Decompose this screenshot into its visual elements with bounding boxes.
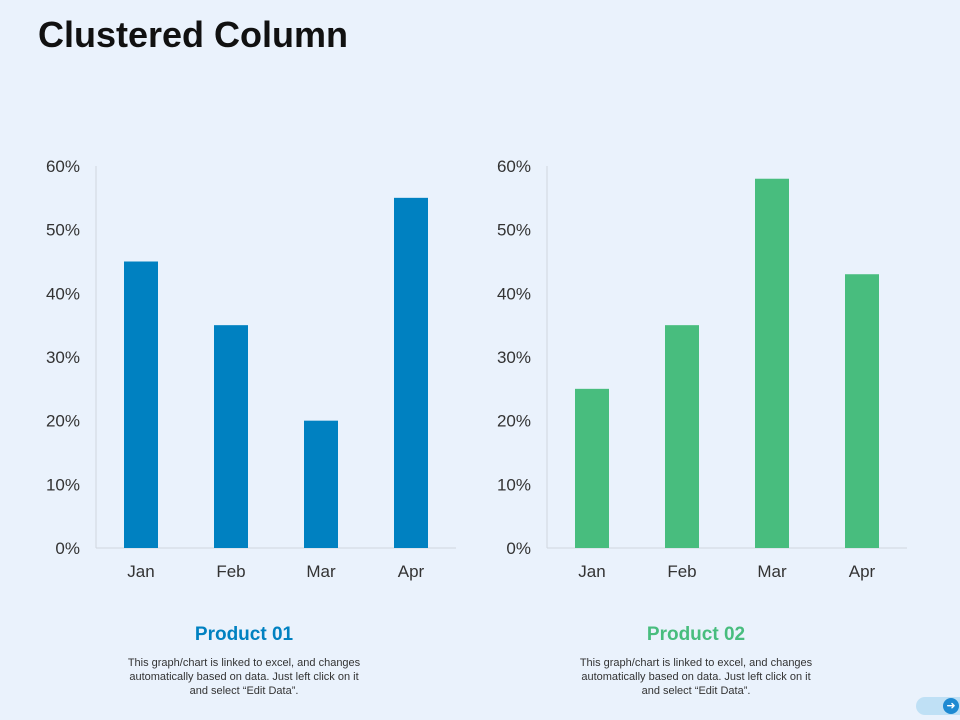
y-tick-label: 20% — [497, 412, 531, 431]
chart-product-01: 0% 10% 20% 30% 40% 50% 60% Jan Feb Mar Apr — [46, 157, 456, 581]
chart-product-02: 0% 10% 20% 30% 40% 50% 60% Jan Feb Mar Apr — [497, 157, 907, 581]
bar-feb[interactable] — [214, 325, 248, 548]
bar-apr[interactable] — [394, 197, 428, 549]
x-tick-label-feb: Feb — [667, 562, 696, 581]
y-tick-label: 0% — [506, 539, 531, 558]
product-01-description: This graph/chart is linked to excel, and… — [127, 657, 361, 697]
bar-mar[interactable] — [304, 420, 338, 548]
y-tick-label: 50% — [46, 221, 80, 240]
y-tick-label: 40% — [46, 284, 80, 303]
y-tick-label: 30% — [497, 348, 531, 367]
y-tick-label: 10% — [497, 475, 531, 494]
next-slide-button[interactable]: ➜ — [916, 697, 960, 715]
bar-mar[interactable] — [755, 178, 789, 548]
product-02-title: Product 02 — [646, 624, 746, 645]
bar-feb[interactable] — [665, 325, 699, 548]
y-tick-label: 50% — [497, 221, 531, 240]
x-tick-label-jan: Jan — [578, 562, 605, 581]
product-01-title: Product 01 — [194, 624, 294, 645]
y-tick-label: 20% — [46, 412, 80, 431]
x-tick-label-apr: Apr — [398, 562, 425, 581]
y-tick-label: 60% — [46, 157, 80, 176]
page-title: Clustered Column — [38, 14, 349, 55]
x-tick-label-apr: Apr — [849, 562, 876, 581]
bar-jan[interactable] — [575, 388, 609, 548]
y-tick-label: 40% — [497, 284, 531, 303]
bar-jan[interactable] — [124, 261, 158, 549]
x-tick-label-feb: Feb — [216, 562, 245, 581]
y-tick-label: 30% — [46, 348, 80, 367]
x-tick-label-mar: Mar — [306, 562, 336, 581]
bar-apr[interactable] — [845, 274, 879, 548]
arrow-right-icon: ➜ — [943, 698, 959, 714]
product-02-description: This graph/chart is linked to excel, and… — [579, 657, 813, 697]
y-tick-label: 0% — [55, 539, 80, 558]
x-tick-label-jan: Jan — [127, 562, 154, 581]
y-tick-label: 10% — [46, 475, 80, 494]
y-tick-label: 60% — [497, 157, 531, 176]
x-tick-label-mar: Mar — [757, 562, 787, 581]
